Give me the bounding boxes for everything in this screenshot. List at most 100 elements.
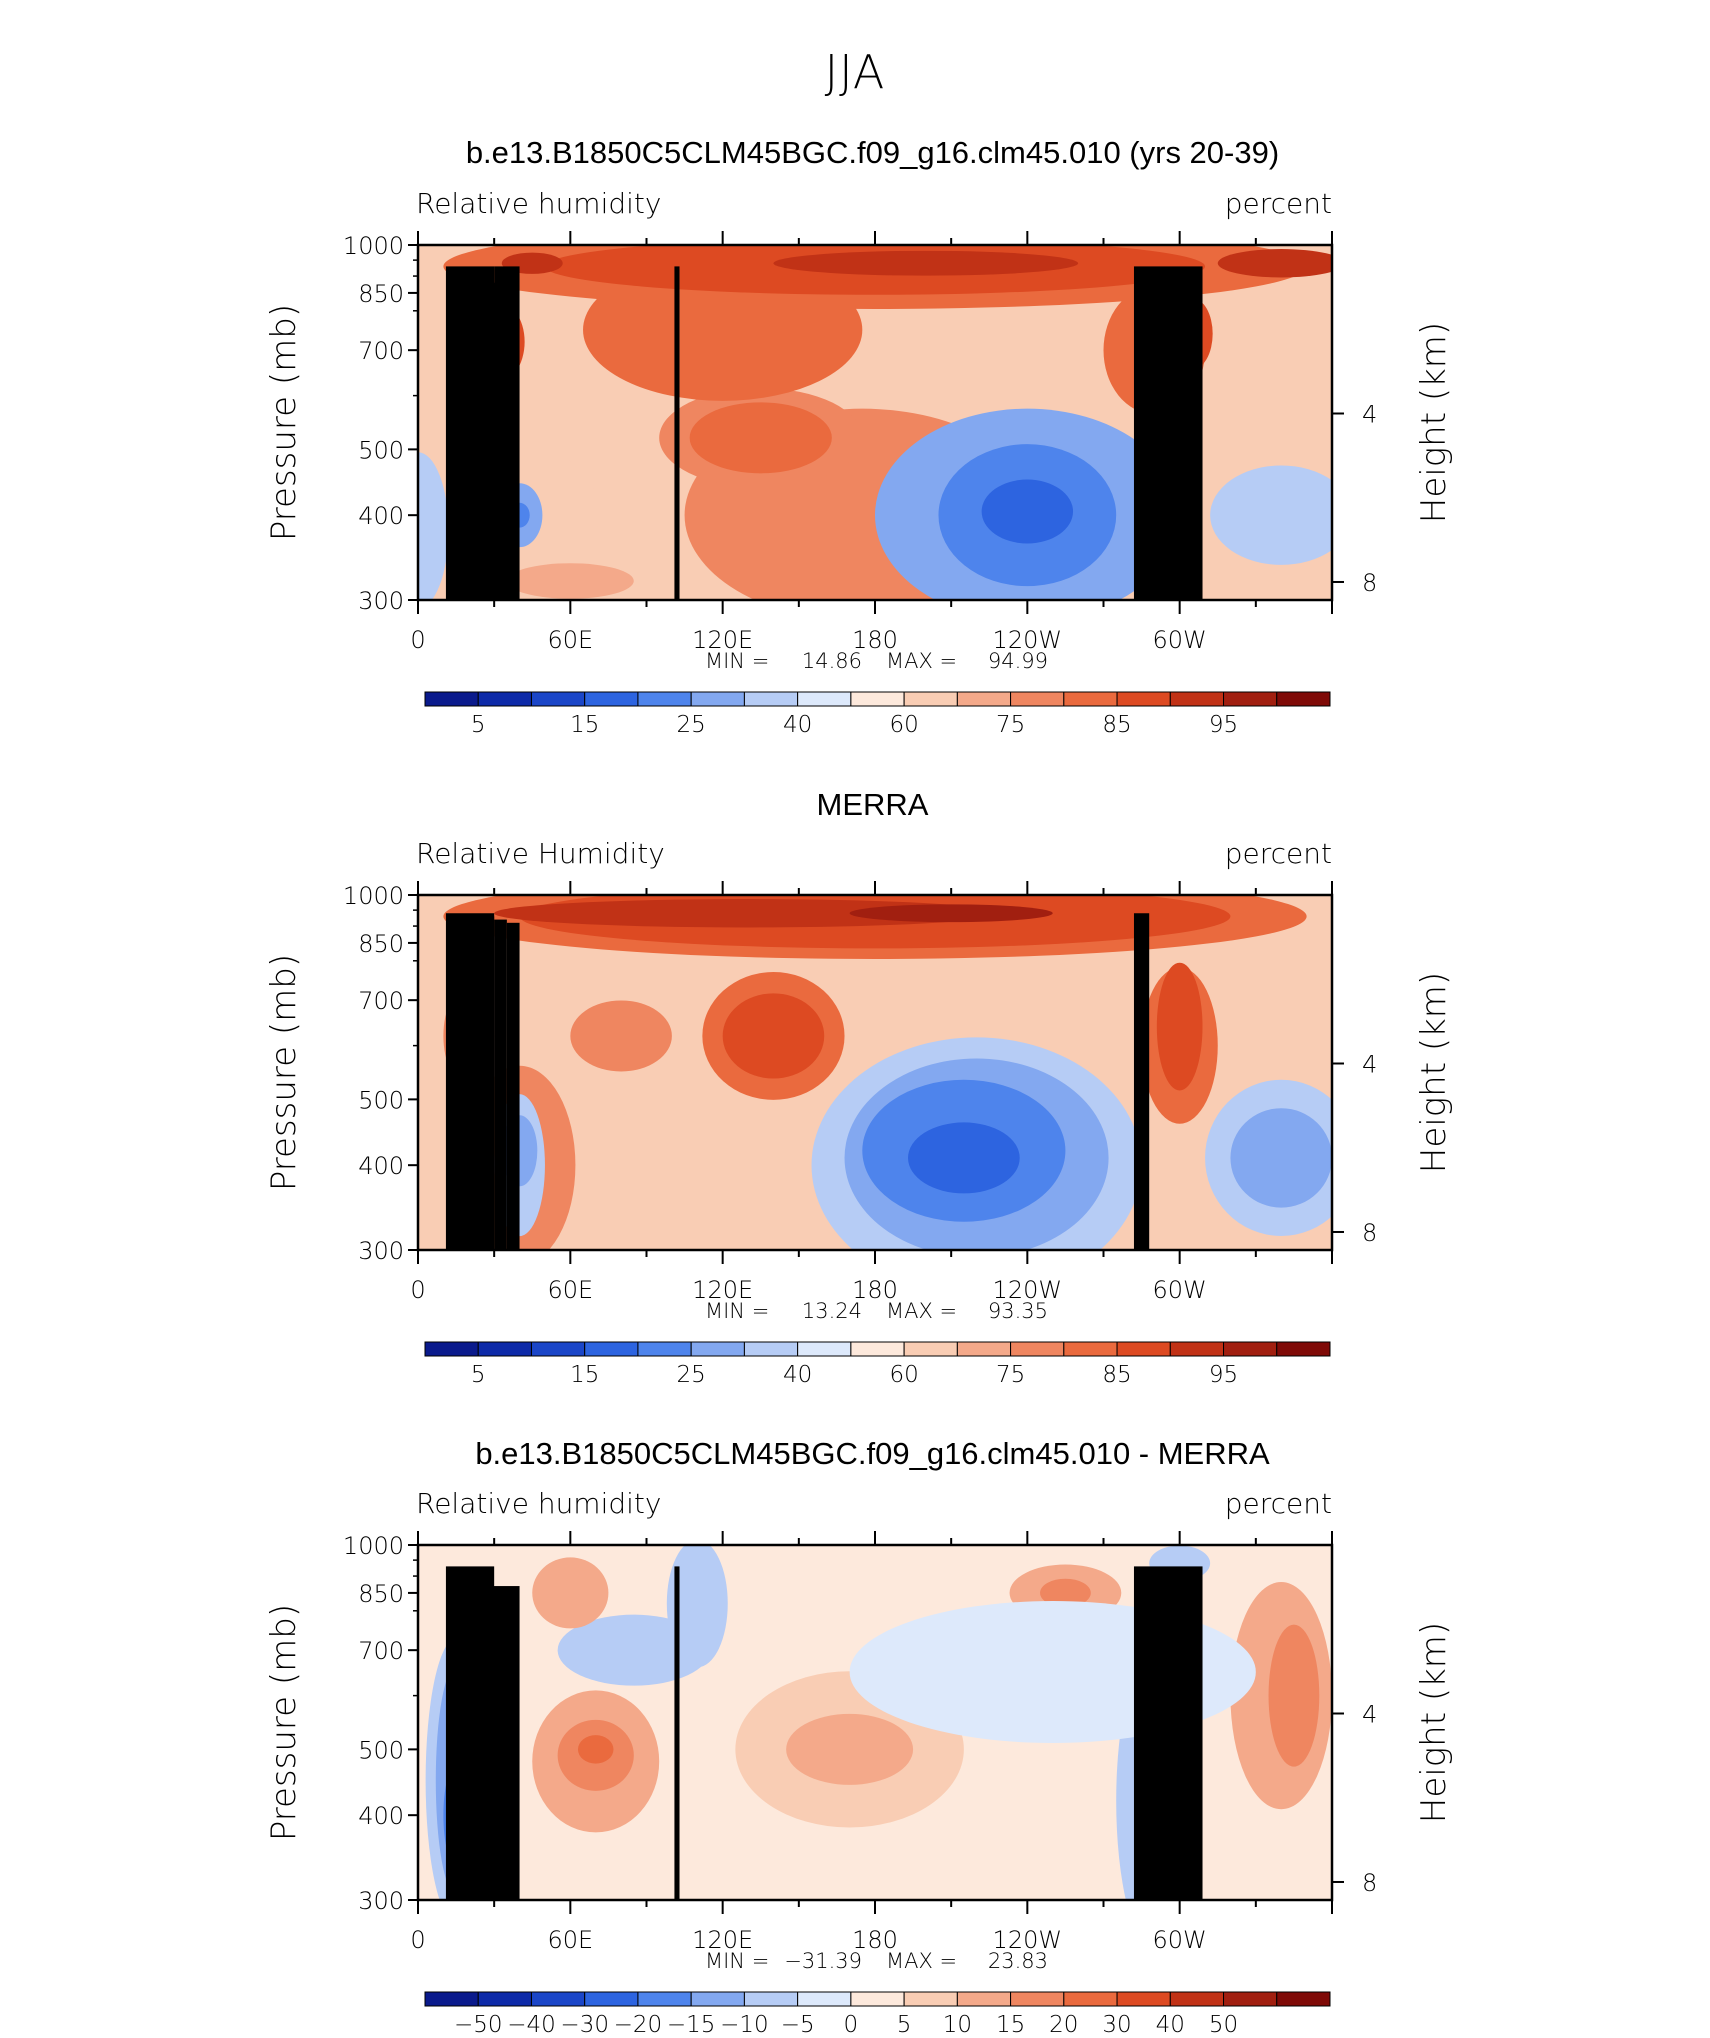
contour-region [1210,465,1332,565]
colorbar-label: −5 [781,2012,815,2038]
topography-mask [1133,1566,1203,1900]
colorbar-box [477,691,532,707]
y-axis-title: Pressure (mb) [264,304,304,541]
colorbar-box [1116,1341,1171,1357]
colorbar-box [637,1341,692,1357]
topography-mask [506,922,520,1250]
contour-region [570,1000,672,1072]
contour-region [849,904,1053,923]
colorbar-label: −40 [507,2012,556,2038]
height-tick-label: 4 [1362,1050,1377,1078]
main-title: JJA [824,45,886,99]
lon-tick-label: 120E [692,1926,753,1954]
panel-1-title: b.e13.B1850C5CLM45BGC.f09_g16.clm45.010 … [465,135,1280,170]
min-label: MIN = [705,1949,769,1973]
colorbar-label: 60 [889,712,918,738]
colorbar-box [1063,1341,1118,1357]
lon-tick-label: 0 [410,1926,425,1954]
colorbar-box [850,1991,905,2007]
panel-2-title: MERRA [816,787,929,822]
colorbar-label: 5 [471,712,486,738]
units-label: percent [1225,837,1332,870]
pressure-tick-label: 850 [358,1580,404,1608]
y-right-axis-title: Height (km) [1414,1622,1454,1823]
colorbar-box [424,691,479,707]
colorbar-box [584,691,639,707]
colorbar-box [1010,1991,1065,2007]
pressure-tick-label: 400 [358,1152,404,1180]
max-label: MAX = [886,1299,957,1323]
colorbar-label: 40 [1156,2012,1185,2038]
min-label: MIN = [705,1299,769,1323]
colorbar-box [1223,691,1278,707]
lon-tick-label: 0 [410,1276,425,1304]
units-label: percent [1225,1487,1332,1520]
contour-region [1230,1108,1332,1208]
pressure-tick-label: 500 [358,1086,404,1114]
colorbar-box [1223,1991,1278,2007]
max-value: 94.99 [988,649,1048,673]
colorbar-box [1276,1991,1331,2007]
topography-mask [481,916,495,1250]
colorbar-box [690,1341,745,1357]
colorbar-box [903,1991,958,2007]
pressure-tick-label: 700 [358,1637,404,1665]
colorbar-label: −50 [454,2012,503,2038]
contour-field [418,245,1332,600]
y-axis-title: Pressure (mb) [264,954,304,1191]
lon-tick-label: 120E [692,626,753,654]
contour-region [908,1122,1020,1194]
lon-tick-label: 60W [1153,1926,1207,1954]
colorbar-box [424,1991,479,2007]
contour-region [689,402,832,474]
colorbar-label: 30 [1102,2012,1131,2038]
colorbar-box [1116,691,1171,707]
colorbar-box [956,1991,1012,2007]
y-axis-title: Pressure (mb) [264,1604,304,1841]
pressure-tick-label: 850 [358,280,404,308]
contour-field [418,1545,1332,1900]
contour-region [1156,962,1203,1091]
lon-tick-label: 180 [852,1276,898,1304]
colorbar-label: −10 [720,2012,769,2038]
colorbar-box [477,1991,532,2007]
height-tick-label: 8 [1362,569,1377,597]
lon-tick-label: 120W [993,1276,1063,1304]
pressure-tick-label: 300 [358,1237,404,1265]
pressure-tick-label: 1000 [343,1532,404,1560]
colorbar-box [1169,1341,1225,1357]
lon-tick-label: 60E [547,1926,593,1954]
max-label: MAX = [886,649,957,673]
colorbar-label: 50 [1209,2012,1238,2038]
colorbar-box [797,1341,852,1357]
colorbar-box [1276,1341,1331,1357]
variable-label: Relative humidity [416,187,661,220]
colorbar-box [530,1991,586,2007]
colorbar-label: 15 [570,712,599,738]
colorbar-box [1276,691,1331,707]
min-value: 13.24 [802,1299,862,1323]
pressure-tick-label: 1000 [343,232,404,260]
colorbar-label: 95 [1209,1362,1238,1388]
variable-label: Relative Humidity [416,837,665,870]
colorbar-label: 0 [844,2012,859,2038]
colorbar-box [797,691,852,707]
height-tick-label: 8 [1362,1219,1377,1247]
height-tick-label: 8 [1362,1869,1377,1897]
contour-region [773,250,1079,276]
lon-tick-label: 180 [852,1926,898,1954]
max-label: MAX = [886,1949,957,1973]
height-tick-label: 4 [1362,400,1377,428]
colorbar-box [903,691,958,707]
colorbar-label: 10 [943,2012,972,2038]
colorbar-label: 20 [1049,2012,1078,2038]
colorbar-box [1010,1341,1065,1357]
colorbar-label: 5 [897,2012,912,2038]
contour-field [418,895,1332,1250]
variable-label: Relative humidity [416,1487,661,1520]
panel-3-chart: Relative humidity percent3004005007008501… [264,1487,1454,2038]
colorbar-box [1063,1991,1118,2007]
colorbar-box [424,1341,479,1357]
colorbar-box [637,1991,692,2007]
contour-region [517,458,599,572]
